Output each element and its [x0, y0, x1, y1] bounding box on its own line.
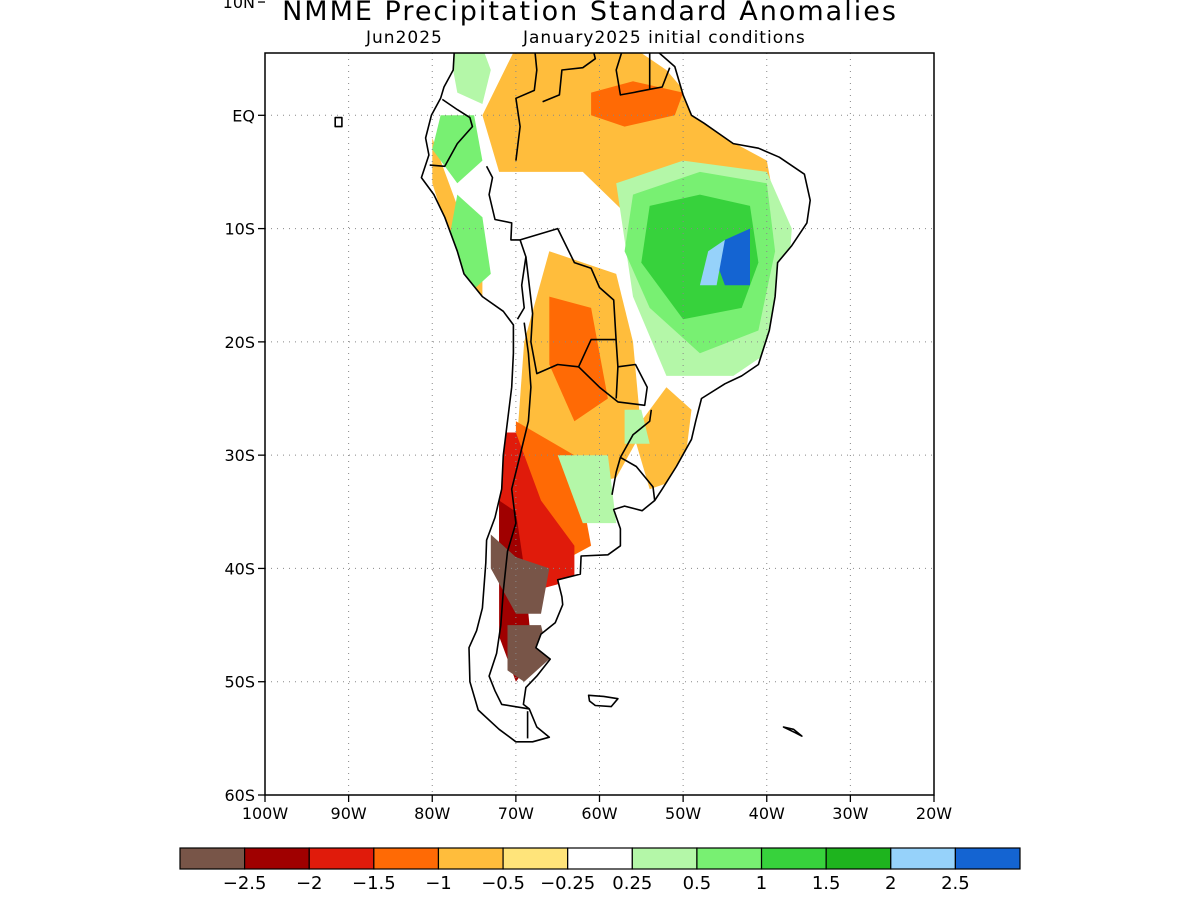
colorbar-swatch — [502, 847, 569, 870]
colorbar-swatch — [244, 847, 310, 870]
y-tick-label: 60S — [224, 786, 255, 805]
colorbar-label: −0.25 — [540, 873, 595, 894]
y-tick-label: 10N — [223, 0, 255, 12]
country-border — [525, 256, 617, 375]
coastline — [420, 53, 811, 743]
y-tick-label: EQ — [232, 106, 255, 125]
colorbar-label: 2.5 — [941, 873, 970, 894]
coastline — [587, 694, 619, 708]
anomaly-region-21 — [557, 455, 617, 524]
x-tick-label: 30W — [832, 804, 868, 823]
colorbar-label: 0.5 — [683, 873, 712, 894]
colorbar-swatch — [179, 847, 246, 870]
coastline — [334, 116, 343, 128]
colorbar-swatch — [308, 847, 375, 870]
country-border — [542, 53, 597, 103]
y-tick-label: 20S — [224, 333, 255, 352]
forecast-month: Jun2025 — [366, 28, 443, 48]
map-title: NMME Precipitation Standard Anomalies — [282, 0, 898, 27]
colorbar-swatch — [890, 847, 956, 870]
colorbar-label: −0.5 — [481, 873, 525, 894]
x-tick-label: 60W — [581, 804, 617, 823]
anomaly-region-15 — [716, 228, 750, 286]
coastline-layer — [257, 0, 811, 743]
country-border — [485, 165, 527, 320]
coastline — [584, 0, 592, 1]
anomaly-region-22 — [624, 409, 650, 444]
colorbar-swatch — [954, 847, 1021, 870]
anomaly-region-17 — [449, 53, 491, 104]
colorbar-label: −2.5 — [223, 873, 267, 894]
colorbar: −2.5 −2 −1.5 −1 −0.5 −0.25 0.25 0.5 1 1.5 2 2.5 — [179, 847, 1021, 894]
colorbar-swatch — [760, 847, 827, 870]
colorbar-label: −1 — [425, 873, 452, 894]
colorbar-swatch — [373, 847, 440, 870]
country-border — [620, 456, 656, 501]
colorbar-label: 1 — [756, 873, 767, 894]
country-border — [515, 53, 538, 161]
country-border — [611, 409, 653, 495]
colorbar-swatch — [567, 847, 633, 870]
anomaly-region-10 — [490, 534, 550, 614]
x-tick-label: 40W — [749, 804, 785, 823]
x-tick-label: 90W — [331, 804, 367, 823]
country-border — [488, 322, 532, 710]
colorbar-swatch — [631, 847, 698, 870]
colorbar-label: −1.5 — [352, 873, 396, 894]
x-tick-label: 70W — [498, 804, 534, 823]
country-border — [615, 53, 651, 96]
y-tick-label: 30S — [224, 446, 255, 465]
y-tick-label: 50S — [224, 673, 255, 692]
anomaly-region-6 — [549, 296, 608, 422]
x-tick-label: 20W — [916, 804, 952, 823]
initial-conditions: January2025 initial conditions — [523, 28, 806, 48]
coastline — [257, 0, 454, 33]
country-border — [649, 67, 671, 91]
anomaly-region-4 — [491, 0, 600, 47]
x-tick-label: 80W — [414, 804, 450, 823]
x-tick-label: 100W — [242, 804, 289, 823]
grid-lines — [265, 53, 934, 795]
colorbar-label: 0.25 — [612, 873, 652, 894]
country-border — [578, 363, 648, 407]
anomaly-region-14 — [641, 194, 759, 320]
colorbar-swatch — [437, 847, 504, 870]
colorbar-swatch — [825, 847, 892, 870]
anomaly-region-16 — [699, 239, 725, 286]
country-border — [519, 227, 619, 399]
y-tick-label: 10S — [224, 220, 255, 239]
y-tick-label: 40S — [224, 559, 255, 578]
anomaly-region-20 — [382, 0, 415, 13]
anomaly-region-2 — [633, 387, 692, 490]
x-tick-label: 50W — [665, 804, 701, 823]
anomaly-region-5 — [591, 81, 684, 127]
colorbar-swatch — [696, 847, 763, 870]
anomaly-layer — [382, 0, 792, 682]
colorbar-label: 2 — [885, 873, 896, 894]
colorbar-label: 1.5 — [812, 873, 841, 894]
colorbar-label: −2 — [296, 873, 323, 894]
coastline — [782, 726, 803, 737]
country-border — [429, 98, 474, 168]
